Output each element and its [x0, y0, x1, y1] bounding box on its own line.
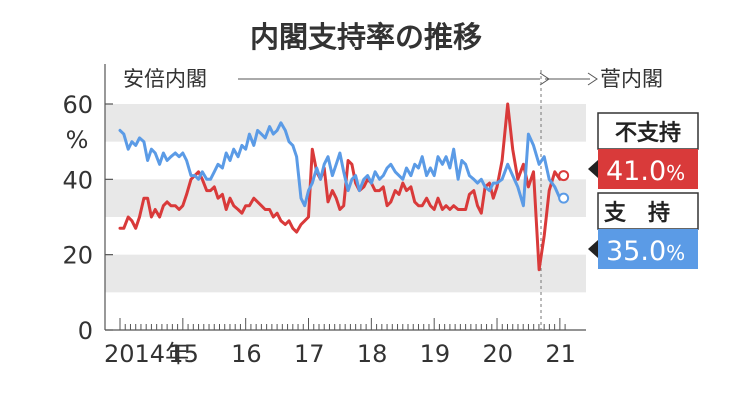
series-value-number: 41.0 [606, 156, 666, 187]
chart-title: 内閣支持率の推移 [250, 20, 482, 54]
x-tick-label: 16 [231, 340, 262, 368]
series-value-unit: % [666, 241, 685, 265]
series-line-0 [118, 102, 566, 272]
series-name-label: 支持 [604, 201, 692, 226]
era-arrowhead [587, 72, 598, 86]
y-tick-label: 20 [62, 242, 93, 270]
x-tick-label: 20 [482, 340, 513, 368]
grid-band [105, 104, 586, 142]
series-value-unit: % [666, 161, 685, 185]
series-pointer [588, 160, 598, 178]
x-tick-label: 17 [294, 340, 325, 368]
series-value-number: 35.0 [606, 236, 666, 267]
x-tick-label: 19 [420, 340, 451, 368]
series-value-label: 41.0% [606, 156, 685, 187]
y-unit-label: % [66, 126, 89, 154]
y-tick-label: 60 [62, 91, 93, 119]
era-annotations: 安倍内閣 菅内閣 [123, 67, 663, 330]
era-label: 安倍内閣 [123, 67, 207, 91]
series-labels: 不支持 41.0% 支持 35.0% [588, 112, 699, 269]
x-tick-label: 18 [357, 340, 388, 368]
era-label: 菅内閣 [600, 67, 663, 91]
series-value-label: 35.0% [606, 236, 685, 267]
y-tick-label: 0 [78, 317, 93, 345]
y-tick-label: 40 [62, 166, 93, 194]
x-tick-label: 21 [545, 340, 576, 368]
series-pointer [588, 240, 598, 258]
x-tick-label: 2014年 [104, 340, 189, 368]
series-end-marker [558, 170, 570, 182]
x-tick-label: 15 [168, 340, 199, 368]
series-name-box [597, 192, 699, 230]
series-line-1 [118, 121, 566, 208]
series-layer [118, 102, 570, 272]
series-value-box [598, 229, 698, 269]
grid-band [105, 254, 586, 293]
series-name-label: 不支持 [615, 121, 681, 146]
series-end-marker [558, 192, 570, 204]
series-name-box [597, 112, 699, 150]
series-value-box [598, 149, 698, 189]
